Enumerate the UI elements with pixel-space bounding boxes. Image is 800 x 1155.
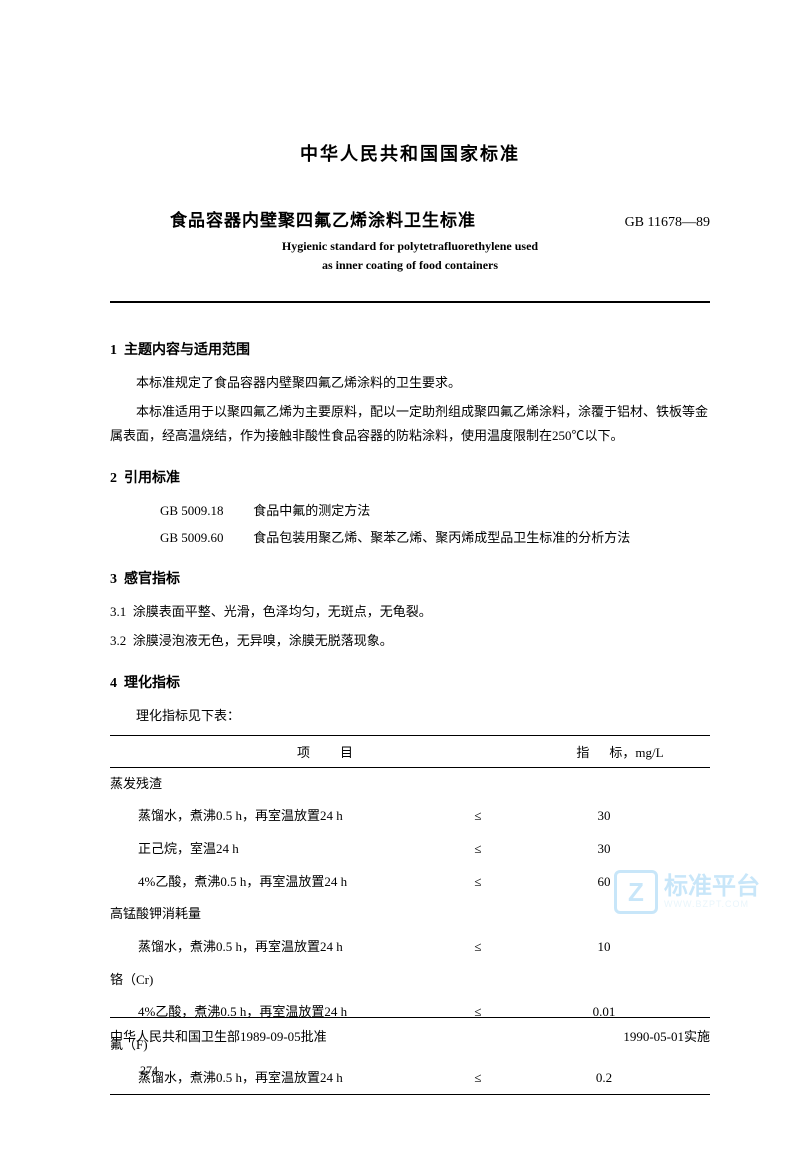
section-3-item-1: 3.1 涂膜表面平整、光滑，色泽均匀，无斑点，无龟裂。 — [110, 600, 710, 625]
table-row: 蒸馏水，煮沸0.5 h，再室温放置24 h ≤ 10 — [110, 931, 710, 964]
section-title: 感官指标 — [124, 572, 180, 587]
section-title: 理化指标 — [124, 676, 180, 691]
table-category: 铬（Cr) — [110, 964, 710, 997]
reference-1: GB 5009.18 食品中氟的测定方法 — [110, 499, 710, 524]
reference-text: 食品中氟的测定方法 — [253, 503, 370, 518]
row-value: 30 — [498, 804, 710, 829]
row-value: 10 — [498, 935, 710, 960]
item-number: 3.1 — [110, 604, 126, 619]
section-3-heading: 3 感官指标 — [110, 568, 710, 588]
reference-text: 食品包装用聚乙烯、聚苯乙烯、聚丙烯成型品卫生标准的分析方法 — [253, 530, 630, 545]
header-unit: 标，mg/L — [609, 745, 663, 760]
watermark-badge-icon: Z — [614, 870, 658, 914]
header-item: 项 — [297, 745, 340, 760]
table-header: 项目 指标，mg/L — [110, 736, 710, 767]
section-title: 主题内容与适用范围 — [124, 343, 250, 358]
row-op: ≤ — [458, 837, 498, 862]
watermark: Z 标准平台 WWW.BZPT.COM — [614, 870, 760, 914]
section-title: 引用标准 — [124, 471, 180, 486]
header-divider — [110, 301, 710, 303]
item-number: 3.2 — [110, 633, 126, 648]
section-number: 4 — [110, 676, 117, 691]
table-category: 蒸发残渣 — [110, 768, 710, 801]
table-row: 蒸馏水，煮沸0.5 h，再室温放置24 h ≤ 30 — [110, 800, 710, 833]
section-number: 3 — [110, 572, 117, 587]
page-footer: 中华人民共和国卫生部1989-09-05批准 1990-05-01实施 274 — [110, 1009, 710, 1078]
section-4-intro: 理化指标见下表： — [110, 704, 710, 729]
row-name: 蒸馏水，煮沸0.5 h，再室温放置24 h — [110, 804, 458, 829]
watermark-text-cn: 标准平台 — [664, 874, 760, 900]
row-name: 正己烷，室温24 h — [110, 837, 458, 862]
item-text: 涂膜浸泡液无色，无异嗅，涂膜无脱落现象。 — [133, 633, 393, 648]
footer-implementation: 1990-05-01实施 — [623, 1026, 710, 1045]
header-spec: 指 — [576, 745, 609, 760]
item-text: 涂膜表面平整、光滑，色泽均匀，无斑点，无龟裂。 — [133, 604, 432, 619]
section-1-para-1: 本标准规定了食品容器内壁聚四氟乙烯涂料的卫生要求。 — [110, 371, 710, 396]
section-number: 2 — [110, 471, 117, 486]
row-value: 30 — [498, 837, 710, 862]
watermark-text-en: WWW.BZPT.COM — [664, 900, 760, 910]
row-name: 4%乙酸，煮沸0.5 h，再室温放置24 h — [110, 870, 458, 895]
section-1-para-2: 本标准适用于以聚四氟乙烯为主要原料，配以一定助剂组成聚四氟乙烯涂料，涂覆于铝材、… — [110, 400, 710, 449]
section-number: 1 — [110, 343, 117, 358]
footer-approval: 中华人民共和国卫生部1989-09-05批准 — [110, 1026, 327, 1045]
section-4-heading: 4 理化指标 — [110, 672, 710, 692]
category-label: 蒸发残渣 — [110, 772, 430, 797]
table-row: 正己烷，室温24 h ≤ 30 — [110, 833, 710, 866]
section-3-item-2: 3.2 涂膜浸泡液无色，无异嗅，涂膜无脱落现象。 — [110, 629, 710, 654]
row-op: ≤ — [458, 870, 498, 895]
reference-code: GB 5009.60 — [160, 526, 250, 551]
main-title: 中华人民共和国国家标准 — [110, 140, 710, 166]
reference-2: GB 5009.60 食品包装用聚乙烯、聚苯乙烯、聚丙烯成型品卫生标准的分析方法 — [110, 526, 710, 551]
section-2-heading: 2 引用标准 — [110, 467, 710, 487]
standard-code: GB 11678—89 — [625, 215, 710, 231]
sub-title: 食品容器内壁聚四氟乙烯涂料卫生标准 — [170, 206, 476, 231]
page-number: 274 — [110, 1063, 710, 1078]
footer-divider — [110, 1017, 710, 1018]
category-label: 高锰酸钾消耗量 — [110, 902, 430, 927]
english-title-line2: as inner coating of food containers — [110, 258, 710, 273]
row-op: ≤ — [458, 935, 498, 960]
english-title-line1: Hygienic standard for polytetrafluorethy… — [110, 239, 710, 254]
category-label: 铬（Cr) — [110, 968, 430, 993]
reference-code: GB 5009.18 — [160, 499, 250, 524]
section-1-heading: 1 主题内容与适用范围 — [110, 339, 710, 359]
row-name: 蒸馏水，煮沸0.5 h，再室温放置24 h — [110, 935, 458, 960]
header-item: 目 — [340, 745, 383, 760]
row-op: ≤ — [458, 804, 498, 829]
table-rule — [110, 1094, 710, 1095]
